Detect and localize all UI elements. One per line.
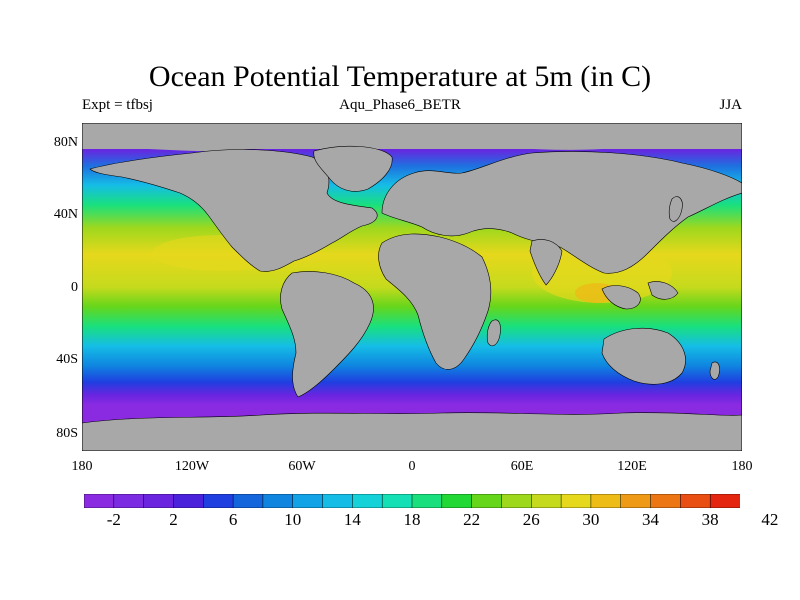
greenland: [313, 145, 393, 192]
colorbar-tick-label: 6: [228, 510, 238, 529]
case-label: Aqu_Phase6_BETR: [339, 97, 461, 113]
colorbar-swatch: [232, 494, 264, 508]
colorbar-swatch: [590, 494, 622, 508]
colorbar-swatch: [84, 494, 115, 508]
india: [529, 239, 563, 286]
latitude-label: 80S: [56, 426, 78, 441]
longitude-label: 180: [731, 459, 753, 474]
colorbar-tick-label: 26: [522, 510, 540, 529]
south-america: [280, 271, 374, 398]
colorbar-swatch: [381, 494, 413, 508]
colorbar-tick-label: 42: [761, 510, 779, 529]
colorbar-swatch: [620, 494, 652, 508]
north-america: [89, 149, 378, 272]
longitude-label: 0: [408, 459, 416, 474]
experiment-label: Expt = tfbsj: [82, 97, 153, 113]
australia: [601, 327, 686, 385]
colorbar-swatch: [143, 494, 175, 508]
colorbar-swatch: [292, 494, 324, 508]
colorbar-swatch: [471, 494, 503, 508]
longitude-label: 60E: [510, 459, 534, 474]
colorbar-tick-label: -2: [106, 510, 121, 529]
latitude-label: 40N: [53, 207, 78, 222]
colorbar-swatch: [203, 494, 234, 508]
colorbar-swatch: [352, 494, 383, 508]
longitude-label: 180: [71, 459, 93, 474]
colorbar-swatch: [441, 494, 473, 508]
colorbar-swatch: [560, 494, 592, 508]
map-title: Ocean Potential Temperature at 5m (in C): [148, 60, 652, 93]
japan: [668, 196, 683, 222]
world-temperature-map: [82, 123, 742, 451]
new-zealand: [709, 361, 720, 380]
colorbar-swatch: [501, 494, 532, 508]
colorbar: [84, 494, 740, 508]
colorbar-swatch: [680, 494, 711, 508]
longitude-label: 60W: [288, 459, 316, 474]
latitude-label: 80N: [53, 135, 78, 150]
colorbar-swatch: [709, 494, 740, 508]
season-label: JJA: [719, 97, 742, 113]
land-masses: [82, 123, 742, 451]
colorbar-tick-label: 34: [642, 510, 660, 529]
colorbar-tick-label: 10: [284, 510, 302, 529]
latitude-label: 0: [71, 280, 78, 295]
africa: [378, 233, 492, 370]
eurasia: [381, 151, 742, 274]
southeast-asia-islands: [601, 281, 679, 310]
latitude-label: 40S: [56, 352, 78, 367]
colorbar-swatch: [650, 494, 681, 508]
colorbar-tick-label: 14: [343, 510, 361, 529]
longitude-label: 120W: [174, 459, 210, 474]
longitude-label: 120E: [617, 459, 647, 474]
colorbar-swatch: [411, 494, 443, 508]
colorbar-tick-label: 18: [403, 510, 421, 529]
colorbar-swatch: [173, 494, 204, 508]
colorbar-tick-label: 2: [169, 510, 178, 529]
colorbar-tick-label: 38: [701, 510, 719, 529]
colorbar-swatch: [113, 494, 145, 508]
colorbar-swatch: [262, 494, 294, 508]
colorbar-swatch: [322, 494, 353, 508]
colorbar-tick-label: 22: [463, 510, 481, 529]
colorbar-swatch: [531, 494, 562, 508]
colorbar-tick-label: 30: [582, 510, 600, 529]
antarctica: [82, 412, 742, 451]
madagascar: [486, 319, 501, 347]
